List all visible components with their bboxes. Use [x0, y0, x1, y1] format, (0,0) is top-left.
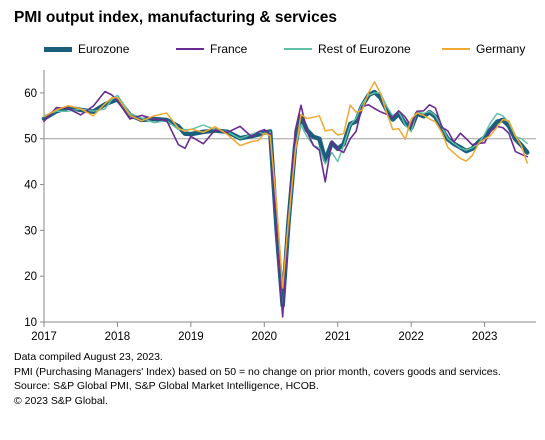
legend-swatch-eurozone — [44, 46, 72, 52]
legend-label-france: France — [210, 42, 248, 56]
chart-notes: Data compiled August 23, 2023. PMI (Purc… — [14, 350, 501, 408]
legend-label-eurozone: Eurozone — [78, 42, 130, 56]
legend-label-rest-of-eurozone: Rest of Eurozone — [318, 42, 411, 56]
x-tick-label: 2017 — [31, 331, 57, 343]
y-tick-label: 30 — [24, 225, 37, 237]
x-tick-label: 2022 — [398, 331, 424, 343]
y-tick-label: 10 — [24, 317, 37, 329]
x-tick-label: 2020 — [252, 331, 278, 343]
y-tick-label: 50 — [24, 134, 37, 146]
note-data-compiled: Data compiled August 23, 2023. — [14, 351, 163, 363]
note-pmi-definition: PMI (Purchasing Managers' Index) based o… — [14, 365, 501, 378]
legend-item-germany: Germany — [442, 42, 525, 56]
x-tick-label: 2023 — [472, 331, 498, 343]
y-tick-label: 60 — [24, 88, 37, 100]
chart-title: PMI output index, manufacturing & servic… — [14, 9, 337, 26]
legend: Eurozone France Rest of Eurozone Germany — [44, 42, 534, 58]
legend-item-eurozone: Eurozone — [44, 42, 129, 56]
x-tick-label: 2021 — [325, 331, 351, 343]
series-line-germany — [43, 81, 528, 289]
legend-label-germany: Germany — [476, 42, 526, 56]
series-line-rest-of-eurozone — [43, 92, 528, 314]
note-copyright: © 2023 S&P Global. — [14, 394, 108, 407]
series-line-france — [43, 90, 528, 318]
y-tick-label: 20 — [24, 271, 37, 283]
x-tick-label: 2018 — [105, 331, 131, 343]
note-source: Source: S&P Global PMI, S&P Global Marke… — [14, 380, 319, 392]
legend-item-france: France — [176, 42, 247, 56]
legend-item-rest-of-eurozone: Rest of Eurozone — [284, 42, 411, 56]
legend-swatch-rest-of-eurozone — [284, 48, 312, 50]
legend-swatch-france — [176, 48, 204, 50]
y-tick-label: 40 — [24, 180, 37, 192]
x-tick-label: 2019 — [178, 331, 204, 343]
legend-swatch-germany — [442, 48, 470, 50]
